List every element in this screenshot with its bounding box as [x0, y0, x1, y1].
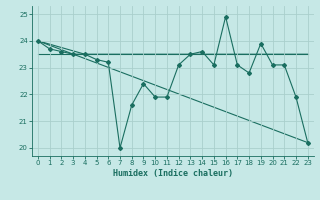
X-axis label: Humidex (Indice chaleur): Humidex (Indice chaleur)	[113, 169, 233, 178]
